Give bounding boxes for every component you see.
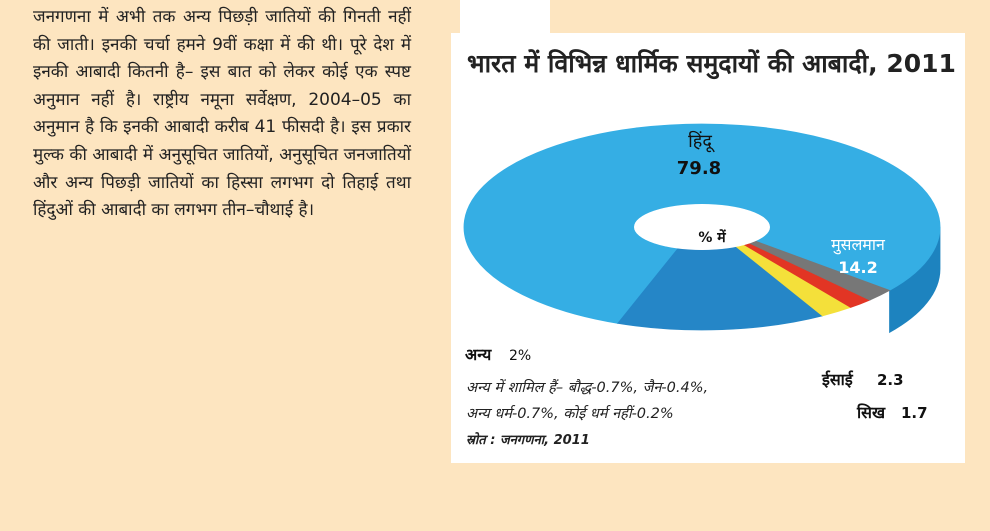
slice-label-christian-name: ईसाई [821,370,854,389]
slice-label-hindu-value: 79.8 [677,158,721,179]
slice-label-sikh-value: 1.7 [901,404,928,422]
body-paragraph: जनगणना में अभी तक अन्य पिछड़ी जातियों की… [33,7,411,221]
slice-label-christian-value: 2.3 [877,371,904,389]
panel-tab [460,0,550,33]
source-note: स्रोत : जनगणना, 2011 [466,432,590,448]
center-label: % में [698,229,726,246]
slice-label-muslim-name: मुसलमान [831,235,886,255]
donut-top-layer [463,123,941,331]
donut-hole [634,204,770,250]
chart-title: भारत में विभिन्न धार्मिक समुदायों की आबा… [467,49,956,78]
slice-label-other-name: अन्य [465,345,492,364]
others-note-line-1: अन्य में शामिल हैं– बौद्ध-0.7%, जैन-0.4%… [466,379,708,396]
slice-label-muslim-value: 14.2 [838,258,877,277]
others-note-line-2: अन्य धर्म-0.7%, कोई धर्म नहीं-0.2% [466,405,674,422]
slice-label-sikh-name: सिख [856,403,886,422]
slice-label-hindu-name: हिंदू [688,130,715,153]
slice-label-other-value: 2% [509,348,531,364]
